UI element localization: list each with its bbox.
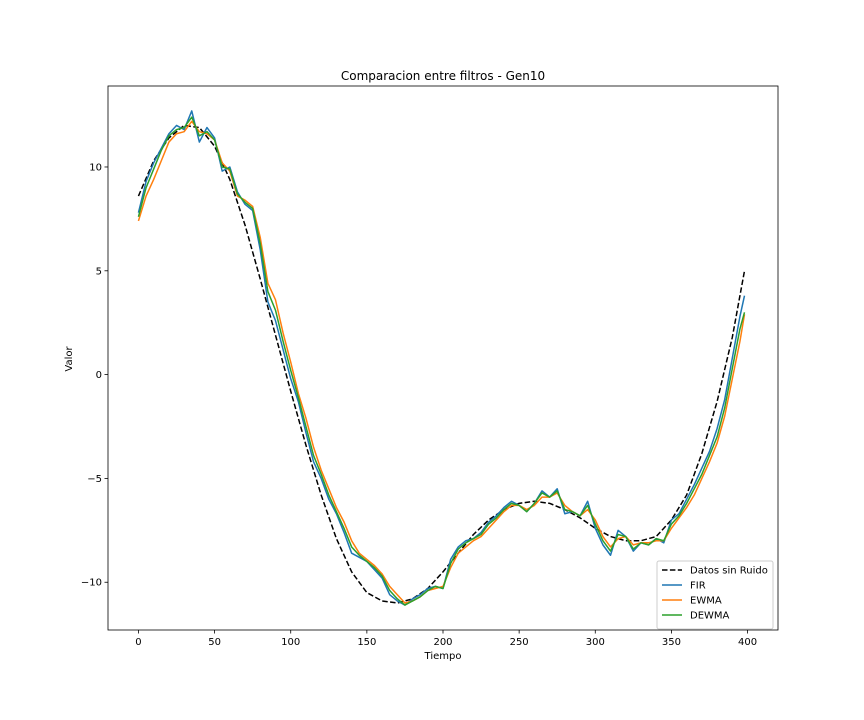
x-tick-label: 0 xyxy=(135,637,141,648)
x-tick-label: 300 xyxy=(586,637,605,648)
x-axis-label: Tiempo xyxy=(424,651,462,662)
legend-label: EWMA xyxy=(690,596,722,607)
x-tick-label: 150 xyxy=(357,637,376,648)
x-tick-label: 200 xyxy=(433,637,452,648)
series-line-datos-sin-ruido xyxy=(137,124,746,604)
series-line-dewma xyxy=(137,116,746,606)
y-tick-label: −10 xyxy=(81,578,102,589)
plot-area xyxy=(107,85,779,631)
legend-label: DEWMA xyxy=(690,611,730,622)
y-tick-label: −5 xyxy=(87,474,102,485)
x-tick-label: 250 xyxy=(510,637,529,648)
y-tick-label: 10 xyxy=(89,162,102,173)
lines-layer xyxy=(137,110,746,606)
y-axis-label: Valor xyxy=(64,346,75,372)
x-tick-label: 50 xyxy=(208,637,221,648)
y-axis: −10 −5 0 5 10 xyxy=(81,162,108,589)
legend: Datos sin Ruido FIR EWMA DEWMA xyxy=(656,560,774,630)
x-axis: 0 50 100 150 200 250 300 350 400 xyxy=(135,630,757,648)
x-tick-label: 400 xyxy=(738,637,757,648)
y-tick-label: 0 xyxy=(96,370,102,381)
legend-box xyxy=(656,560,774,630)
chart-title: Comparacion entre filtros - Gen10 xyxy=(341,69,545,83)
legend-label: FIR xyxy=(690,581,706,592)
x-tick-label: 100 xyxy=(281,637,300,648)
y-tick-label: 5 xyxy=(96,266,102,277)
legend-label: Datos sin Ruido xyxy=(690,566,768,577)
x-tick-label: 350 xyxy=(662,637,681,648)
